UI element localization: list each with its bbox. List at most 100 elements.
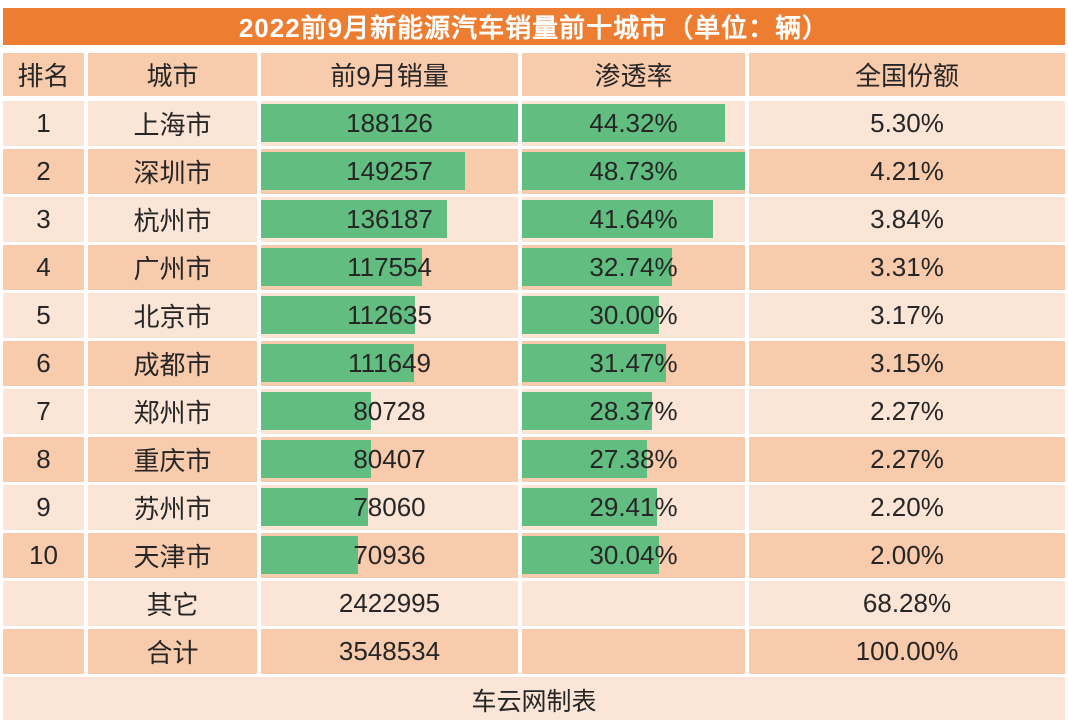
sales-value: 2422995 [338, 588, 441, 618]
sales-bar [261, 344, 414, 382]
sales-value: 70936 [353, 540, 426, 570]
sales-cell: 80407 [261, 437, 518, 482]
penetration-cell [522, 581, 745, 626]
share-value: 3.31% [870, 252, 944, 282]
city-value: 其它 [146, 590, 199, 620]
city-value: 郑州市 [133, 398, 212, 428]
penetration-cell [522, 629, 745, 674]
share-value: 2.27% [870, 396, 944, 426]
header-cell-0: 排名 [3, 53, 84, 96]
penetration-bar [522, 440, 648, 478]
city-value: 上海市 [133, 110, 212, 140]
sales-value: 3548534 [338, 636, 441, 666]
rank-cell: 8 [3, 437, 84, 482]
penetration-cell: 41.64% [522, 197, 745, 242]
header-cell-3: 渗透率 [522, 53, 745, 96]
share-value: 5.30% [870, 108, 944, 138]
sales-cell: 117554 [261, 245, 518, 290]
sales-value: 136187 [346, 204, 433, 234]
sales-bar [261, 104, 518, 142]
rank-value: 3 [36, 204, 51, 234]
penetration-bar [522, 392, 652, 430]
share-value: 100.00% [855, 636, 959, 666]
sales-cell: 70936 [261, 533, 518, 578]
share-value: 2.20% [870, 492, 944, 522]
sales-cell: 149257 [261, 149, 518, 194]
city-cell: 重庆市 [88, 437, 257, 482]
sales-bar [261, 536, 358, 574]
city-value: 重庆市 [133, 446, 212, 476]
sales-value: 117554 [347, 252, 432, 282]
city-cell: 天津市 [88, 533, 257, 578]
city-cell: 上海市 [88, 101, 257, 146]
penetration-bar [522, 488, 657, 526]
penetration-cell: 30.04% [522, 533, 745, 578]
penetration-bar [522, 104, 725, 142]
sales-cell: 111649 [261, 341, 518, 386]
penetration-value: 29.41% [589, 492, 678, 522]
rank-cell: 10 [3, 533, 84, 578]
share-cell: 2.00% [749, 533, 1065, 578]
penetration-value: 48.73% [589, 156, 678, 186]
page-title: 2022前9月新能源汽车销量前十城市（单位：辆） [238, 13, 830, 43]
rank-cell: 2 [3, 149, 84, 194]
sales-bar [261, 152, 465, 190]
share-value: 4.21% [870, 156, 944, 186]
penetration-bar [522, 152, 745, 190]
city-value: 北京市 [133, 302, 212, 332]
share-cell: 3.15% [749, 341, 1065, 386]
penetration-value: 31.47% [589, 348, 678, 378]
penetration-cell: 29.41% [522, 485, 745, 530]
city-value: 广州市 [133, 254, 212, 284]
penetration-bar [522, 296, 660, 334]
city-value: 深圳市 [133, 158, 212, 188]
sales-bar [261, 248, 422, 286]
penetration-bar [522, 200, 713, 238]
share-cell: 3.17% [749, 293, 1065, 338]
sales-bar [261, 488, 368, 526]
share-value: 68.28% [862, 588, 952, 618]
city-value: 合计 [146, 638, 199, 668]
share-cell: 2.20% [749, 485, 1065, 530]
rank-cell: 6 [3, 341, 84, 386]
sales-cell: 78060 [261, 485, 518, 530]
sales-value: 80407 [353, 444, 426, 474]
penetration-bar [522, 344, 666, 382]
city-cell: 成都市 [88, 341, 257, 386]
title-bar: 2022前9月新能源汽车销量前十城市（单位：辆） [3, 8, 1065, 45]
header-cell-4: 全国份额 [749, 53, 1065, 96]
sales-bar [261, 392, 372, 430]
penetration-cell: 30.00% [522, 293, 745, 338]
penetration-value: 41.64% [589, 204, 678, 234]
share-cell: 2.27% [749, 437, 1065, 482]
penetration-cell: 48.73% [522, 149, 745, 194]
share-cell: 5.30% [749, 101, 1065, 146]
sales-bar [261, 440, 371, 478]
share-cell: 100.00% [749, 629, 1065, 674]
penetration-cell: 27.38% [522, 437, 745, 482]
penetration-value: 44.32% [589, 108, 678, 138]
rank-cell: 7 [3, 389, 84, 434]
sales-cell: 188126 [261, 101, 518, 146]
sales-value: 149257 [346, 156, 433, 186]
penetration-value: 30.04% [589, 540, 678, 570]
city-value: 天津市 [133, 542, 212, 572]
sales-cell: 136187 [261, 197, 518, 242]
share-cell: 2.27% [749, 389, 1065, 434]
sales-value: 112635 [347, 300, 432, 330]
share-cell: 3.31% [749, 245, 1065, 290]
sales-value: 188126 [346, 108, 433, 138]
sales-bar [261, 200, 448, 238]
penetration-value: 30.00% [589, 300, 678, 330]
sales-bar [261, 296, 415, 334]
city-cell: 苏州市 [88, 485, 257, 530]
rank-cell: 3 [3, 197, 84, 242]
penetration-value: 32.74% [589, 252, 678, 282]
share-cell: 3.84% [749, 197, 1065, 242]
rank-value: 5 [36, 300, 51, 330]
penetration-cell: 31.47% [522, 341, 745, 386]
rank-cell: 5 [3, 293, 84, 338]
sales-cell: 112635 [261, 293, 518, 338]
city-cell: 北京市 [88, 293, 257, 338]
